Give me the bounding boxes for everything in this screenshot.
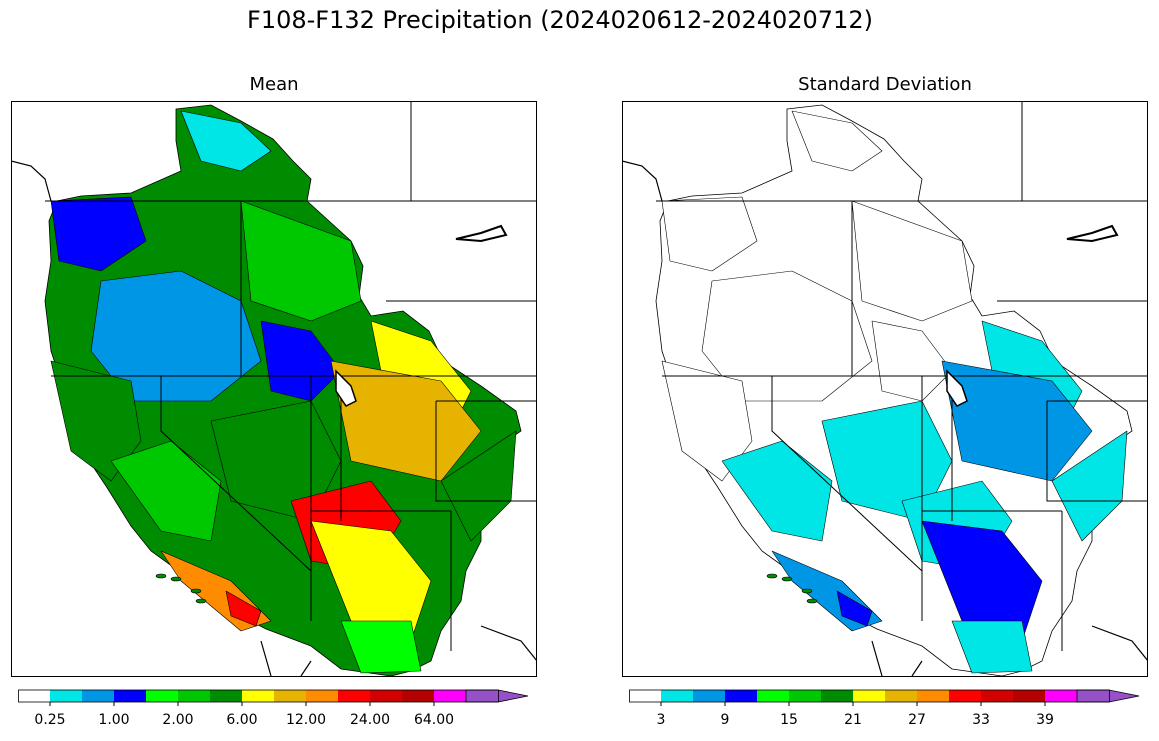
colorbar-frame <box>629 689 1110 703</box>
colorbar-tick-label: 24.00 <box>350 712 390 728</box>
coastline <box>622 160 1148 677</box>
colorbar-swatch <box>18 690 50 702</box>
basin-region <box>330 360 482 482</box>
colorbar-extend-arrow <box>1076 689 1140 703</box>
state-border <box>160 376 312 572</box>
colorbar-extend-arrow <box>465 689 529 703</box>
basin-region <box>871 320 953 402</box>
colorbar-tick-label: 6.00 <box>226 712 257 728</box>
colorbar-swatch <box>981 690 1013 702</box>
basin-region <box>310 520 432 642</box>
colorbar-swatch <box>146 690 178 702</box>
basin-region <box>240 200 362 322</box>
island <box>801 588 813 594</box>
colorbar-tick-label: 39 <box>1036 712 1054 728</box>
colorbar-frame <box>18 689 499 703</box>
colorbar-swatch <box>629 690 661 702</box>
lake-outline <box>1066 224 1119 243</box>
basin-region <box>110 440 222 542</box>
island <box>766 573 778 579</box>
colorbar-swatch <box>242 690 274 702</box>
basin-region <box>90 270 262 402</box>
colorbar-swatch <box>757 690 789 702</box>
great-salt-lake <box>946 369 968 407</box>
island <box>806 598 818 604</box>
colorbar-swatch <box>402 690 434 702</box>
state-border <box>435 401 537 502</box>
colorbar-tick-label: 0.25 <box>34 712 65 728</box>
basin-region <box>180 110 272 172</box>
basin-region <box>210 400 342 522</box>
island <box>190 588 202 594</box>
state-border <box>771 376 923 572</box>
island <box>170 576 182 582</box>
colorbar-swatch <box>114 690 146 702</box>
island <box>781 576 793 582</box>
colorbar-swatch <box>82 690 114 702</box>
state-border <box>1046 401 1148 502</box>
colorbar-swatch <box>434 690 466 702</box>
colorbar-swatch <box>885 690 917 702</box>
island <box>155 573 167 579</box>
basin-region <box>225 590 262 627</box>
basin-region <box>701 270 873 402</box>
mean-panel-title: Mean <box>249 74 299 95</box>
colorbar-swatch <box>789 690 821 702</box>
colorbar-swatch <box>338 690 370 702</box>
colorbar-swatch <box>693 690 725 702</box>
basin-region <box>50 196 147 272</box>
island <box>195 598 207 604</box>
mean-map <box>11 101 537 677</box>
lake-outline <box>455 224 508 243</box>
coastline <box>11 160 537 677</box>
basin-region <box>921 520 1043 642</box>
colorbar-swatch <box>178 690 210 702</box>
basin-region <box>721 440 833 542</box>
colorbar-tick-label: 9 <box>721 712 730 728</box>
colorbar-swatch <box>1013 690 1045 702</box>
colorbar-swatch <box>1045 690 1077 702</box>
colorbar-swatch <box>50 690 82 702</box>
stddev-panel-title: Standard Deviation <box>798 74 972 95</box>
colorbar-swatch <box>917 690 949 702</box>
figure-title: F108-F132 Precipitation (2024020612-2024… <box>247 6 873 34</box>
colorbar-tick-label: 12.00 <box>286 712 326 728</box>
colorbar-swatch <box>370 690 402 702</box>
basin-region <box>260 320 342 402</box>
basin-region <box>951 620 1033 674</box>
great-salt-lake <box>335 369 357 407</box>
stddev-colorbar: 3 9 15 21 27 33 39 <box>629 689 1140 728</box>
colorbar-swatch <box>210 690 242 702</box>
colorbar-tick-label: 1.00 <box>98 712 129 728</box>
colorbar-swatch <box>821 690 853 702</box>
colorbar-swatch <box>725 690 757 702</box>
mean-colorbar: 0.25 1.00 2.00 6.00 12.00 24.00 64.00 <box>18 689 529 728</box>
basin-region <box>821 400 953 522</box>
colorbar-swatch <box>853 690 885 702</box>
basin-region <box>340 620 422 674</box>
colorbar-tick-label: 15 <box>780 712 798 728</box>
colorbar-tick-label: 2.00 <box>162 712 193 728</box>
colorbar-swatch <box>661 690 693 702</box>
colorbar-tick-label: 21 <box>844 712 862 728</box>
colorbar-tick-label: 27 <box>908 712 926 728</box>
basin-region <box>941 360 1093 482</box>
basin-region <box>836 590 873 627</box>
colorbar-tick-label: 3 <box>657 712 666 728</box>
colorbar-tick-label: 64.00 <box>414 712 454 728</box>
stddev-map <box>622 101 1148 677</box>
basin-region <box>851 200 973 322</box>
basin-region <box>791 110 883 172</box>
colorbar-swatch <box>306 690 338 702</box>
colorbar-swatch <box>949 690 981 702</box>
basin-region <box>661 196 758 272</box>
colorbar-tick-label: 33 <box>972 712 990 728</box>
colorbar-swatch <box>274 690 306 702</box>
